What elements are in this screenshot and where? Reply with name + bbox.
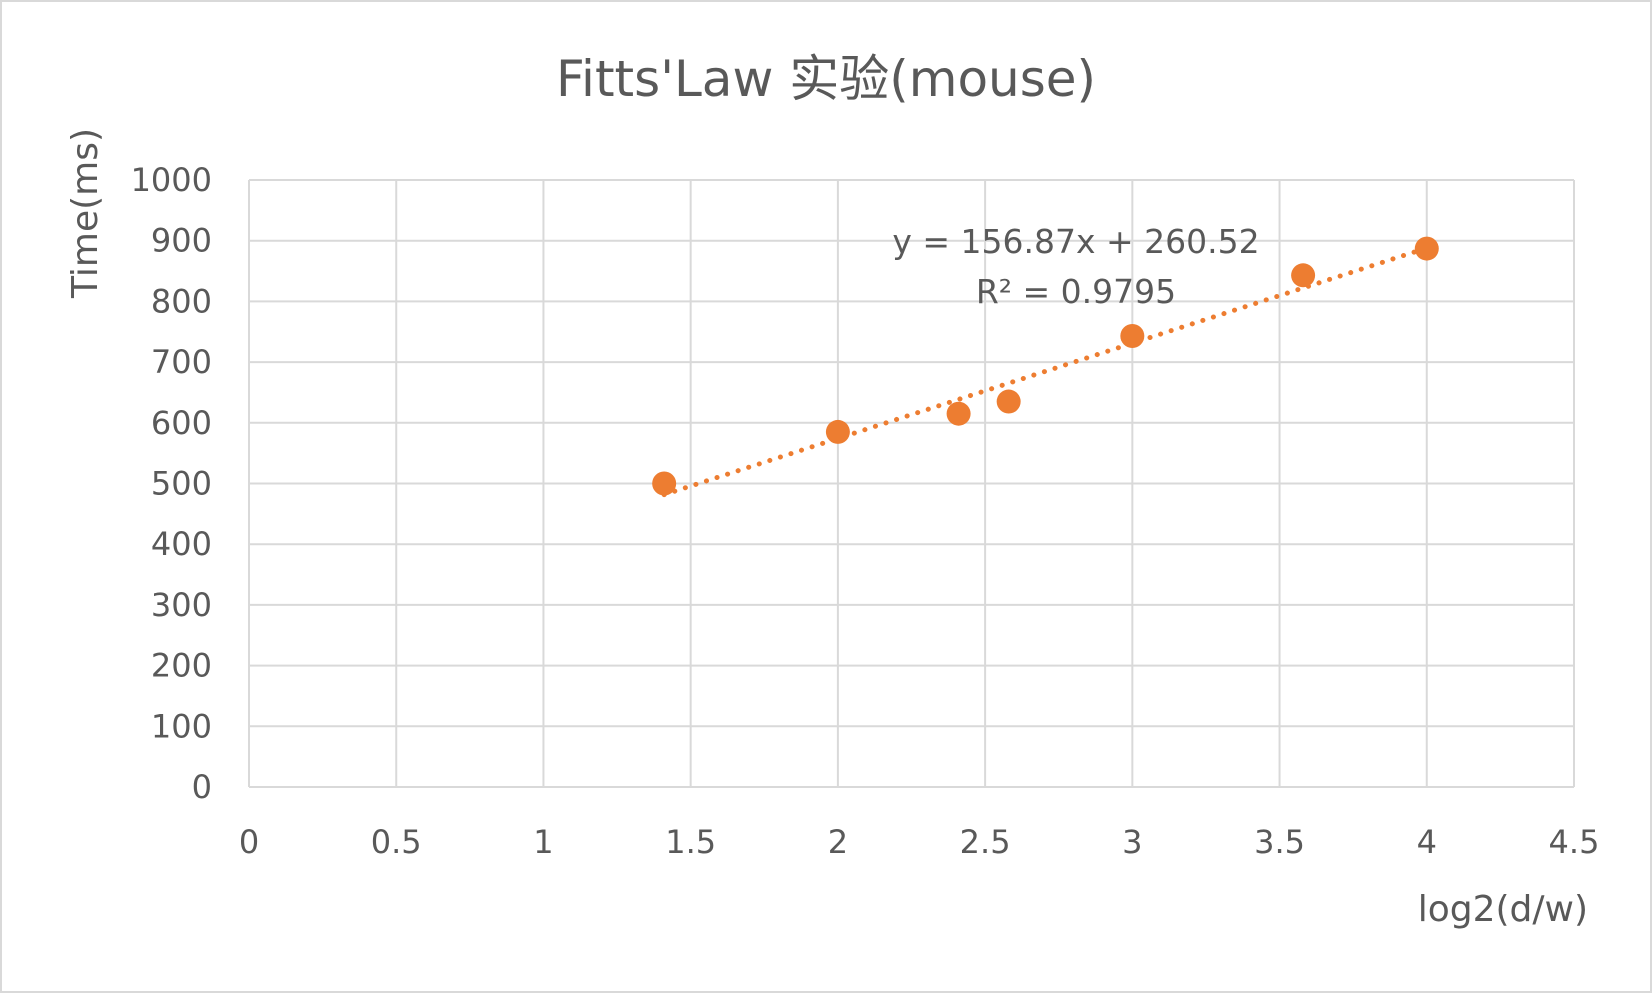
- x-tick-labels: 0 0.5 1 1.5 2 2.5 3 3.5 4 4.5: [239, 823, 1600, 861]
- y-tick-label-9: 900: [151, 222, 212, 260]
- x-tick-label-1: 0.5: [371, 823, 422, 861]
- trendline: [661, 245, 1430, 498]
- x-tick-label-4: 2: [828, 823, 848, 861]
- y-tick-label-10: 1000: [131, 161, 212, 199]
- y-tick-label-8: 800: [151, 282, 212, 320]
- x-tick-label-9: 4.5: [1549, 823, 1600, 861]
- y-tick-label-2: 200: [151, 647, 212, 685]
- data-point-0: [652, 471, 677, 496]
- data-point-5: [1291, 263, 1316, 288]
- x-tick-label-2: 1: [533, 823, 553, 861]
- x-tick-label-0: 0: [239, 823, 259, 861]
- trendline-equation: y = 156.87x + 260.52: [892, 222, 1259, 261]
- x-tick-label-6: 3: [1122, 823, 1142, 861]
- x-axis-label: log2(d/w): [1418, 889, 1588, 930]
- y-tick-labels: 0 100 200 300 400 500 600 700 800 900 1000: [131, 161, 212, 806]
- y-tick-label-4: 400: [151, 525, 212, 563]
- data-points: [652, 236, 1439, 496]
- data-point-3: [996, 389, 1021, 414]
- x-tick-label-7: 3.5: [1254, 823, 1305, 861]
- data-point-1: [825, 419, 850, 444]
- x-tick-label-8: 4: [1417, 823, 1437, 861]
- y-tick-label-5: 500: [151, 465, 212, 503]
- y-tick-label-1: 100: [151, 707, 212, 745]
- chart-title: Fitts'Law 实验(mouse): [556, 50, 1096, 108]
- y-tick-label-0: 0: [192, 768, 212, 806]
- x-tick-label-3: 1.5: [665, 823, 716, 861]
- trendline-r-squared: R² = 0.9795: [976, 272, 1176, 311]
- x-tick-label-5: 2.5: [960, 823, 1011, 861]
- gridlines: [248, 179, 1575, 788]
- y-tick-label-7: 700: [151, 343, 212, 381]
- y-tick-label-3: 300: [151, 586, 212, 624]
- data-point-4: [1120, 323, 1145, 348]
- y-tick-label-6: 600: [151, 404, 212, 442]
- data-point-2: [946, 401, 971, 426]
- data-point-6: [1414, 236, 1439, 261]
- y-axis-label: Time(ms): [65, 128, 106, 299]
